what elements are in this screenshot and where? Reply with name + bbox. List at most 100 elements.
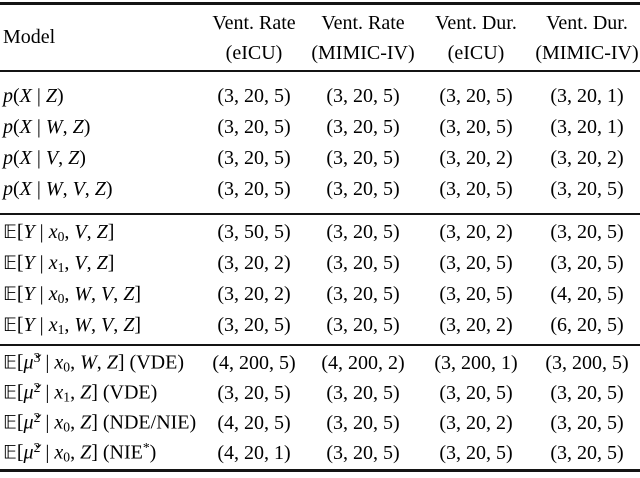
table-row: p(X | Z) (3, 20, 5) (3, 20, 5) (3, 20, 5) (3… — [0, 81, 640, 112]
math-segment: 2 — [33, 410, 41, 426]
math-segment: Y — [23, 251, 35, 274]
row-model-label: p(X | Z) — [0, 85, 200, 108]
math-segment: Z — [68, 147, 80, 169]
hyperparameter-tuple: (3, 20, 5) — [326, 283, 400, 305]
math-segment: p — [3, 178, 13, 200]
table-header: Model Vent. Rate (eICU) Vent. Rate (MIMI… — [0, 5, 640, 70]
math-segment: V — [45, 147, 59, 169]
math-segment: X — [19, 116, 32, 138]
math-segment: V — [101, 282, 114, 305]
math-segment: [ — [16, 313, 24, 336]
hyperparameter-tuple: (3, 20, 5) — [550, 178, 624, 200]
column-header-line1: Vent. Dur. — [435, 11, 517, 34]
table-row: 𝔼[μ̌2 | x1, Z] (VDE) (3, 20, 5) (3, 20, 5)… — [0, 378, 640, 408]
hyperparameter-tuple: (3, 20, 5) — [550, 381, 624, 404]
hyperparameter-tuple: (3, 20, 5) — [326, 116, 400, 138]
hyperparameter-tuple: (4, 20, 5) — [550, 283, 624, 305]
hyperparameter-tuple: (3, 20, 5) — [217, 314, 291, 336]
hyperparameter-tuple: (3, 200, 5) — [545, 351, 629, 374]
column-header-vent-rate-eicu: Vent. Rate (eICU) — [200, 8, 308, 68]
table-group-outcome-models: 𝔼[Y | x0, V, Z] (3, 50, 5) (3, 20, 5) (3, 2… — [0, 215, 640, 344]
math-segment: ( — [13, 85, 20, 107]
math-segment: ] (NIE — [91, 441, 143, 464]
hyperparameter-tuple: (3, 20, 5) — [550, 441, 624, 464]
math-segment: ) — [105, 178, 113, 200]
math-segment: Z — [94, 178, 106, 200]
math-segment: , — [64, 313, 75, 336]
hyperparameter-tuple: (3, 20, 5) — [326, 381, 400, 404]
math-segment: W — [45, 116, 63, 138]
math-segment: Z — [80, 441, 92, 464]
math-segment: * — [142, 440, 150, 456]
math-segment: p — [3, 116, 13, 138]
row-model-label: 𝔼[μ̌2 | x0, Z] (NDE/NIE) — [0, 410, 200, 436]
table-row: 𝔼[Y | x1, W, V, Z] (3, 20, 5) (3, 20, 5) (3… — [0, 310, 640, 341]
math-segment: Z — [96, 251, 108, 274]
hyperparameter-tuple: (3, 20, 5) — [217, 178, 291, 200]
math-segment: | — [34, 251, 49, 274]
math-segment: x — [48, 251, 58, 274]
hyperparameter-tuple: (3, 20, 5) — [217, 147, 291, 169]
row-model-label: 𝔼[μ̌2 | x0, Z] (NIE*) — [0, 440, 200, 466]
math-segment: Z — [123, 313, 135, 336]
math-segment: [ — [16, 282, 24, 305]
math-segment: Y — [23, 220, 35, 243]
math-segment: ) — [79, 147, 86, 169]
math-segment: , — [70, 441, 81, 464]
math-segment: 1 — [63, 389, 71, 405]
math-segment: 1 — [57, 259, 65, 275]
math-segment: W — [80, 351, 97, 374]
math-segment: 𝔼 — [3, 411, 17, 434]
hyperparameter-tuple: (3, 20, 2) — [439, 147, 513, 169]
math-segment: V — [101, 313, 114, 336]
math-segment: Y — [23, 313, 35, 336]
math-segment: x — [54, 441, 64, 464]
math-segment: Y — [23, 282, 35, 305]
hyperparameter-tuple: (3, 50, 5) — [217, 221, 291, 243]
hyperparameter-tuple: (3, 20, 5) — [326, 221, 400, 243]
math-segment: | — [31, 147, 46, 169]
model-column-header: Model — [3, 26, 56, 48]
hyperparameter-tuple: (4, 20, 5) — [217, 411, 291, 434]
hyperparameter-tuple: (3, 20, 5) — [550, 411, 624, 434]
math-segment: Z — [106, 351, 118, 374]
math-segment: x — [48, 313, 58, 336]
math-segment: | — [31, 178, 46, 200]
math-segment: | — [40, 411, 55, 434]
math-segment: ] — [107, 220, 115, 243]
math-segment: μ̌ — [23, 411, 34, 434]
column-header-line2: (MIMIC-IV) — [311, 41, 415, 64]
math-segment: | — [40, 441, 55, 464]
table-group-density-models: p(X | Z) (3, 20, 5) (3, 20, 5) (3, 20, 5) (3… — [0, 72, 640, 213]
math-segment: , — [64, 282, 75, 305]
hyperparameter-tuple: (3, 20, 5) — [326, 314, 400, 336]
math-segment: , — [70, 411, 81, 434]
hyperparameter-tuple: (3, 20, 5) — [217, 116, 291, 138]
math-segment: 0 — [57, 290, 65, 306]
math-segment: [ — [16, 351, 24, 374]
hyperparameter-tuple: (3, 20, 5) — [550, 221, 624, 243]
row-model-label: 𝔼[Y | x0, W, V, Z] — [0, 283, 200, 307]
math-segment: p — [3, 85, 13, 107]
math-segment: , — [70, 381, 81, 404]
hyperparameter-tuple: (3, 20, 5) — [326, 147, 400, 169]
math-segment: W — [74, 313, 92, 336]
math-segment: W — [74, 282, 92, 305]
group-separator-rule — [0, 213, 640, 215]
math-segment: | — [34, 282, 49, 305]
math-segment: x — [54, 411, 64, 434]
math-segment: x — [48, 220, 58, 243]
hyperparameter-tuple: (3, 20, 5) — [326, 411, 400, 434]
hyperparameter-tuple: (3, 20, 5) — [439, 116, 513, 138]
column-header-line2: (eICU) — [225, 41, 283, 64]
math-segment: X — [19, 178, 32, 200]
math-segment: V — [74, 251, 87, 274]
math-segment: Z — [96, 220, 108, 243]
math-segment: , — [113, 282, 124, 305]
row-model-label: 𝔼[μ̌2 | x1, Z] (VDE) — [0, 380, 200, 406]
math-segment: , — [64, 251, 75, 274]
column-header-line2: (MIMIC-IV) — [535, 41, 639, 64]
row-model-label: 𝔼[μ̌3 | x0, W, Z] (VDE) — [0, 350, 200, 376]
row-model-label: p(X | W, Z) — [0, 116, 200, 139]
hyperparameter-tuple: (3, 20, 2) — [217, 252, 291, 274]
